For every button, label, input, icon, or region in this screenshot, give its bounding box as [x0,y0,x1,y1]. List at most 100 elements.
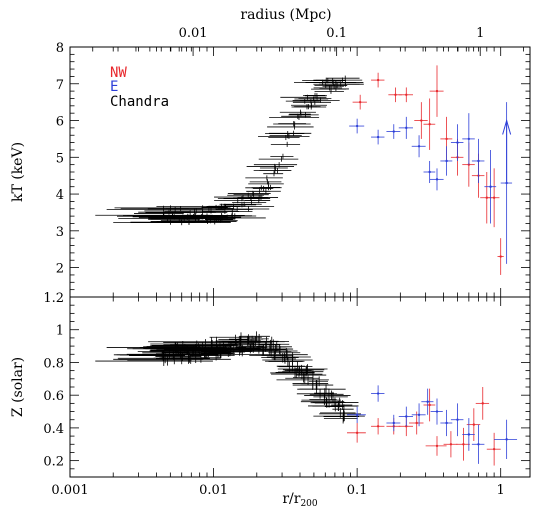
chandra-point [106,206,225,213]
chandra-point [292,380,334,390]
top-panel-frame [69,46,531,298]
chandra-point [251,339,290,350]
chandra-point [292,378,329,389]
chandra-point [270,153,294,159]
bottom-y-tick-label: 1 [56,324,64,339]
chandra-point [270,141,301,147]
data-point-nw [497,238,504,275]
chandra-point [113,220,231,226]
chandra-point [252,185,273,191]
top-panel: 2 3 4 5 6 7 8 kT (keV) NW E Chandra [10,41,531,298]
chandra-point [282,364,325,375]
data-point-nw [475,387,490,420]
top-y-tick-label: 4 [56,188,64,203]
chandra-point [271,353,296,364]
arrow-head [502,118,512,135]
data-point-nw [429,65,444,117]
top-y-axis-label: kT (keV) [10,142,26,202]
data-point-e [411,135,426,158]
top-axis-tick-label: 0.1 [326,26,347,41]
data-point-e [421,388,434,415]
bottom-panel-frame [69,296,531,478]
chandra-point [148,215,266,221]
chandra-point [273,121,311,127]
chandra-point [259,184,281,190]
chandra-point [269,114,320,121]
chandra-point [95,356,213,366]
data-point-e [386,414,401,432]
bottom-series-points [346,385,518,466]
data-point-e [471,138,485,184]
chandra-point [259,168,292,174]
chandra-point [148,336,266,347]
top-axis-label: radius (Mpc) [240,7,331,23]
chandra-point [268,347,301,358]
chandra-point [331,400,353,410]
data-point-nw [425,436,447,456]
data-point-nw [398,416,414,437]
top-y-tick-label: 5 [56,151,64,166]
chandra-point [248,181,284,187]
top-axis-ticks: 0.01 0.1 1 [92,26,524,56]
data-point-e [450,124,464,161]
top-panel-x-ticks [69,47,502,297]
chandra-point [263,171,284,177]
chandra-point [267,124,314,130]
data-point-nw [371,418,385,435]
chandra-point [255,349,308,360]
data-point-nw [480,172,493,224]
top-y-tick-label: 8 [56,41,64,56]
chandra-point [318,81,364,87]
bottom-chandra-points [95,331,365,424]
bottom-y-tick-label: 0.2 [43,455,64,470]
chandra-point [268,356,303,367]
data-point-e [462,113,475,165]
chandra-point [326,75,360,81]
x-tick-label: 1 [497,483,505,498]
bottom-y-axis-label: Z (solar) [10,357,26,417]
data-point-e [494,419,518,459]
top-axis-tick-label: 0.01 [179,26,208,41]
legend: NW E Chandra [110,65,169,110]
data-point-nw [486,432,501,466]
chandra-point [297,384,346,395]
chandra-point [239,331,270,342]
top-axis-tick-label: 1 [476,26,484,41]
legend-entry-chandra: Chandra [110,94,169,110]
data-point-nw [443,431,458,458]
data-point-e [371,385,385,402]
chandra-point [303,92,326,98]
legend-entry-nw: NW [110,65,127,81]
bottom-y-tick-label: 0.8 [43,356,64,371]
data-point-e [398,116,414,139]
chandra-point [258,156,299,162]
x-tick-label: 0.001 [51,483,88,498]
chandra-point [256,341,292,352]
chandra-point [156,203,275,209]
chandra-point [291,102,327,108]
bottom-y-tick-label: 0.4 [43,422,64,437]
data-point-nw [352,94,367,110]
chandra-point [277,364,328,374]
chandra-point [268,130,312,136]
chandra-point [296,370,327,380]
top-series-points [349,65,513,275]
data-point-e [430,398,443,425]
top-y-tick-label: 3 [56,225,64,240]
chandra-point [245,175,283,181]
chandra-point [258,133,310,139]
data-point-e [349,118,365,134]
data-point-nw [409,411,424,435]
top-chandra-points [95,75,364,226]
data-point-e [423,160,436,184]
data-point-nw [346,423,366,443]
chandra-point [312,401,357,412]
data-point-nw [488,168,500,228]
chandra-point [237,194,279,200]
data-point-e [386,124,401,139]
top-y-tick-label: 2 [56,262,64,277]
data-point-e [429,168,444,191]
chandra-point [324,401,345,412]
x-tick-label: 0.01 [199,483,228,498]
chandra-point [289,111,311,117]
